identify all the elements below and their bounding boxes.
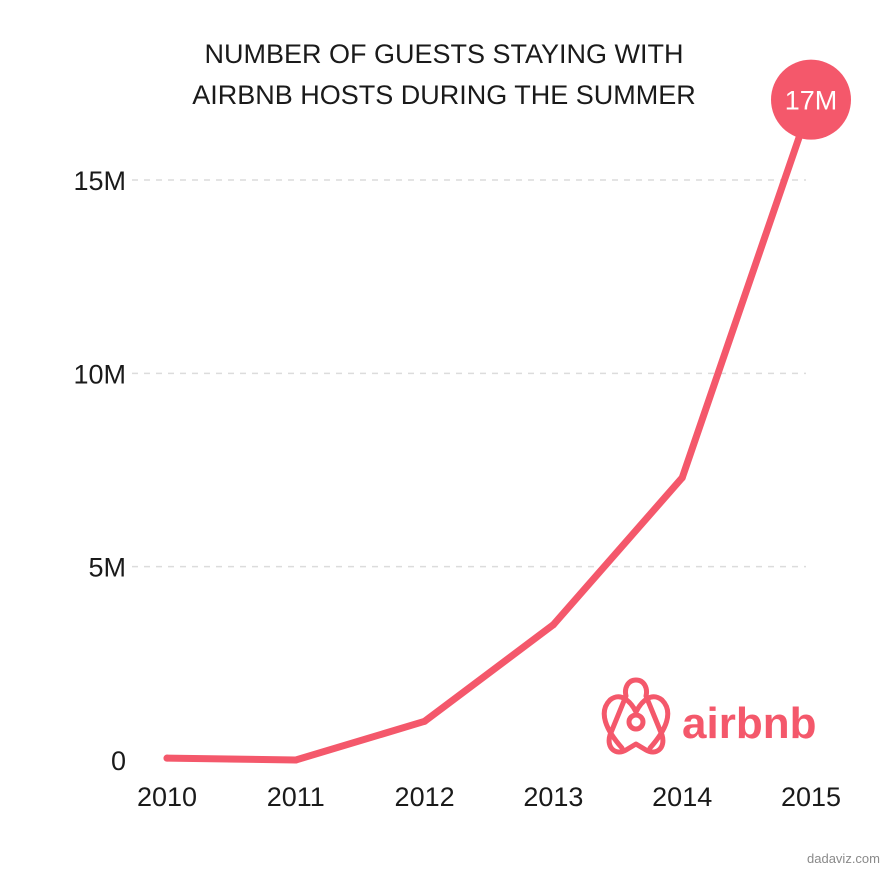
peak-label: 17M <box>785 86 838 116</box>
series-line <box>163 99 815 764</box>
airbnb-belo-icon <box>601 677 671 755</box>
y-axis-ticks: 0 5M 10M 15M <box>73 166 126 776</box>
x-tick-label: 2010 <box>137 782 197 812</box>
data-point <box>292 756 300 764</box>
data-point <box>549 621 557 629</box>
y-tick-label: 5M <box>88 553 126 583</box>
peak-marker-layer: 17M <box>771 59 851 140</box>
airbnb-logo: airbnb <box>601 677 816 755</box>
series-layer <box>163 99 815 764</box>
data-point <box>421 717 429 725</box>
y-tick-label: 0 <box>111 746 126 776</box>
x-tick-label: 2013 <box>523 782 583 812</box>
peak-marker <box>771 59 851 140</box>
x-tick-label: 2012 <box>395 782 455 812</box>
grid-lines <box>132 179 806 568</box>
source-label: dadaviz.com <box>807 851 880 866</box>
x-tick-label: 2015 <box>781 782 841 812</box>
y-tick-label: 10M <box>73 359 126 389</box>
data-point <box>678 474 686 482</box>
brand-name: airbnb <box>682 699 816 748</box>
x-tick-label: 2011 <box>267 782 325 812</box>
chart-title-line-1: NUMBER OF GUESTS STAYING WITH <box>204 39 683 69</box>
airbnb-belo-inner <box>626 712 646 732</box>
x-axis-ticks: 2010 2011 2012 2013 2014 2015 <box>137 782 841 812</box>
x-tick-label: 2014 <box>652 782 712 812</box>
chart-title-line-2: AIRBNB HOSTS DURING THE SUMMER <box>192 80 696 110</box>
data-point <box>163 754 171 762</box>
y-tick-label: 15M <box>73 166 126 196</box>
